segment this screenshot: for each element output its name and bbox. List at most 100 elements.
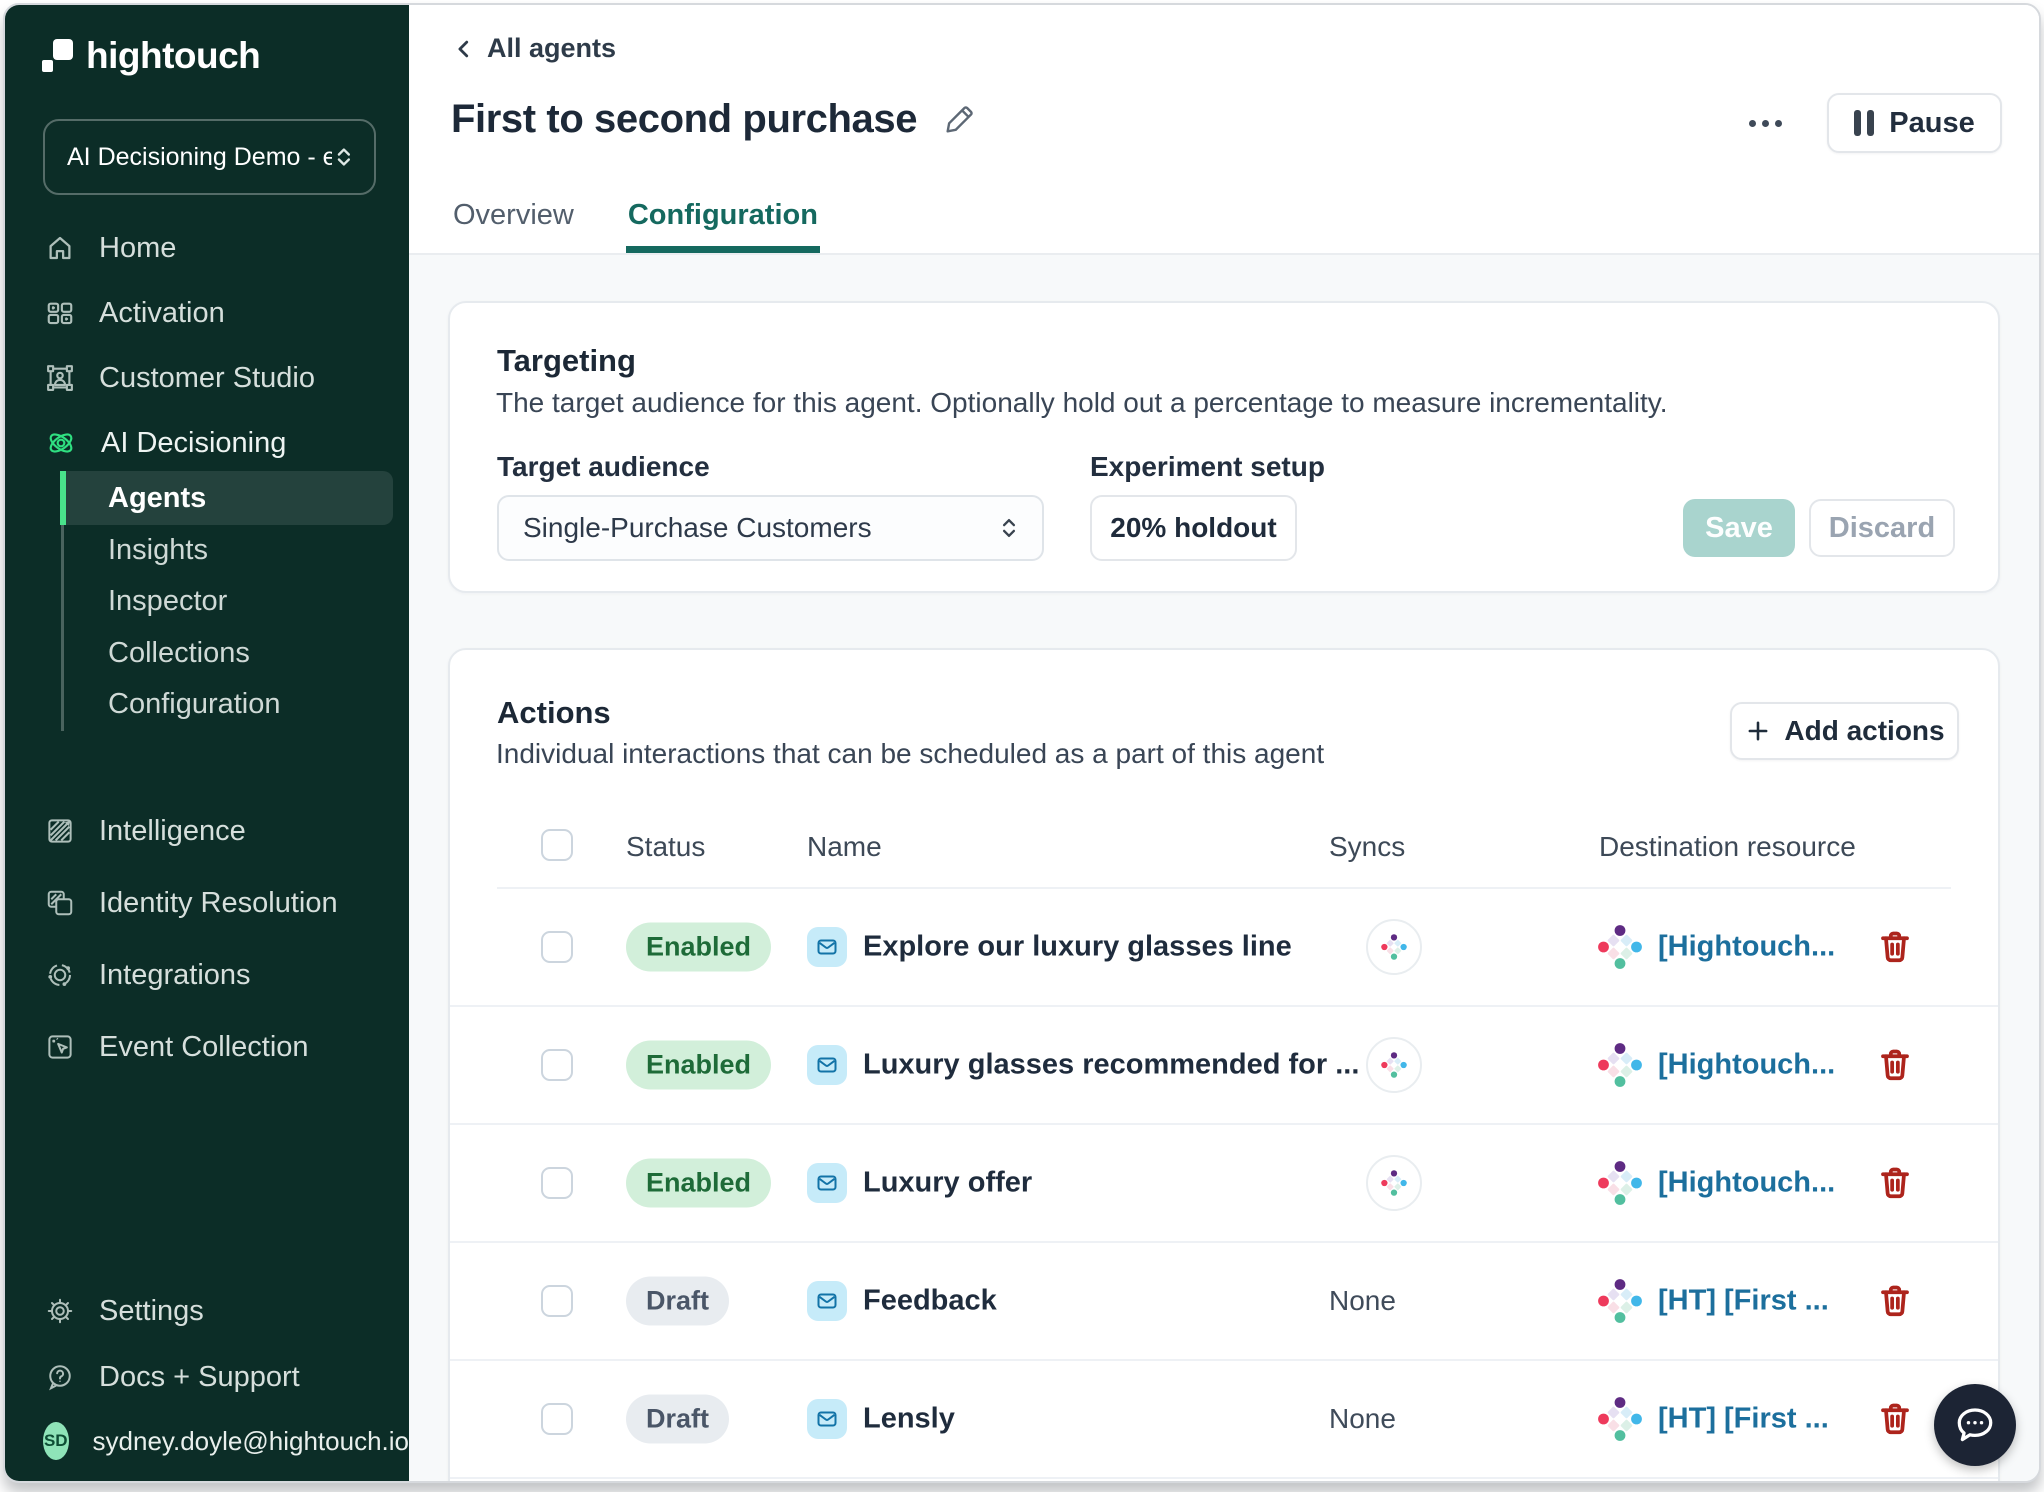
pause-button[interactable]: Pause <box>1827 93 2002 153</box>
email-action-icon <box>807 1399 847 1439</box>
hightouch-logo[interactable]: hightouch <box>42 35 261 77</box>
trash-icon <box>1881 931 1909 963</box>
ai-decisioning-icon <box>49 433 73 453</box>
destination-link[interactable]: [Hightouch... <box>1658 1166 1836 1199</box>
status-badge: Draft <box>626 1394 730 1444</box>
delete-action-button[interactable] <box>1877 1283 1913 1319</box>
discard-button[interactable]: Discard <box>1809 499 1955 557</box>
customer-studio-icon <box>47 365 73 391</box>
target-audience-label: Target audience <box>497 451 710 482</box>
holdout-button[interactable]: 20% holdout <box>1090 495 1297 561</box>
destination-icon <box>1596 1041 1644 1089</box>
status-badge: Enabled <box>626 922 772 972</box>
user-menu[interactable]: SD sydney.doyle@hightouch.io <box>5 1409 409 1473</box>
row-checkbox[interactable] <box>541 1285 573 1317</box>
sidebar-item-home[interactable]: Home <box>5 216 409 280</box>
syncs-none-label: None <box>1329 1403 1396 1434</box>
delete-action-button[interactable] <box>1877 1401 1913 1437</box>
trash-icon <box>1881 1049 1909 1081</box>
breadcrumb[interactable]: All agents <box>453 33 616 64</box>
sidebar-item-customer-studio[interactable]: Customer Studio <box>5 346 409 410</box>
status-badge: Enabled <box>626 1158 772 1208</box>
pencil-icon <box>946 105 973 133</box>
sidebar-item-event-collection[interactable]: Event Collection <box>5 1015 409 1079</box>
page-header <box>409 5 2039 253</box>
status-badge: Draft <box>626 1276 730 1326</box>
activation-icon <box>47 302 73 325</box>
column-header-destination: Destination resource <box>1599 831 1856 862</box>
sidebar-item-agents[interactable]: Agents <box>60 471 393 525</box>
action-name: Luxury glasses recommended for ... <box>863 1048 1360 1081</box>
subnav-connector-line <box>61 525 64 731</box>
destination-icon <box>1596 1277 1644 1325</box>
main-content: All agents First to second purchase Paus… <box>409 5 2039 1481</box>
tab-configuration[interactable]: Configuration <box>625 191 820 253</box>
destination-link[interactable]: [HT] [First ... <box>1658 1402 1829 1435</box>
add-actions-button[interactable]: Add actions <box>1730 702 1959 760</box>
email-action-icon <box>807 1163 847 1203</box>
delete-action-button[interactable] <box>1877 1165 1913 1201</box>
row-checkbox[interactable] <box>541 1049 573 1081</box>
row-checkbox[interactable] <box>541 931 573 963</box>
sidebar-item-docs-support[interactable]: Docs + Support <box>5 1345 409 1409</box>
trash-icon <box>1881 1285 1909 1317</box>
sidebar-item-insights[interactable]: Insights <box>108 533 208 566</box>
destination-link[interactable]: [Hightouch... <box>1658 1048 1836 1081</box>
home-icon <box>49 236 71 260</box>
email-action-icon <box>807 927 847 967</box>
row-checkbox[interactable] <box>541 1403 573 1435</box>
user-avatar: SD <box>43 1422 69 1460</box>
title-row: First to second purchase <box>451 97 975 142</box>
sidebar-item-collections[interactable]: Collections <box>108 636 250 669</box>
sidebar-item-inspector[interactable]: Inspector <box>108 584 228 617</box>
destination-link[interactable]: [HT] [First ... <box>1658 1284 1829 1317</box>
tab-overview[interactable]: Overview <box>453 199 574 231</box>
column-header-status: Status <box>626 831 706 862</box>
syncs-none-label: None <box>1329 1285 1396 1316</box>
delete-action-button[interactable] <box>1877 1047 1913 1083</box>
target-audience-select[interactable]: Single-Purchase Customers <box>497 495 1044 561</box>
sidebar-item-activation[interactable]: Activation <box>5 281 409 345</box>
row-checkbox[interactable] <box>541 1167 573 1199</box>
table-row: Enabled Luxury glasses recommended for .… <box>450 1007 1998 1125</box>
sidebar-item-configuration[interactable]: Configuration <box>108 687 281 720</box>
edit-title-button[interactable] <box>943 104 975 136</box>
intelligence-icon <box>48 819 72 843</box>
actions-description: Individual interactions that can be sche… <box>496 738 1325 769</box>
destination-link[interactable]: [Hightouch... <box>1658 930 1836 963</box>
sidebar-item-settings[interactable]: Settings <box>5 1279 409 1343</box>
select-chevron-icon <box>1002 519 1016 537</box>
more-options-button[interactable] <box>1739 99 1791 147</box>
sidebar-item-identity-resolution[interactable]: Identity Resolution <box>5 871 409 935</box>
sidebar-item-intelligence[interactable]: Intelligence <box>5 799 409 863</box>
table-row: Enabled Explore our luxury glasses line … <box>450 889 1998 1007</box>
email-action-icon <box>807 1045 847 1085</box>
destination-icon <box>1596 1395 1644 1443</box>
sidebar-item-ai-decisioning[interactable]: AI Decisioning <box>5 411 409 475</box>
table-row: Draft Lensly None [HT] [First ... <box>450 1361 1998 1479</box>
action-name: Luxury offer <box>863 1166 1033 1199</box>
status-badge: Enabled <box>626 1040 772 1090</box>
actions-table-body: Enabled Explore our luxury glasses line … <box>450 889 1998 1479</box>
table-header-divider <box>497 887 1951 889</box>
targeting-card: Targeting The target audience for this a… <box>448 301 2000 593</box>
active-item-indicator <box>60 471 66 525</box>
save-button[interactable]: Save <box>1683 499 1795 557</box>
actions-title: Actions <box>497 695 611 730</box>
sync-icon[interactable] <box>1366 1037 1422 1093</box>
pause-icon <box>1854 110 1875 136</box>
experiment-setup-label: Experiment setup <box>1090 451 1325 482</box>
action-name: Feedback <box>863 1284 997 1317</box>
delete-action-button[interactable] <box>1877 929 1913 965</box>
sync-icon[interactable] <box>1366 919 1422 975</box>
select-all-checkbox[interactable] <box>541 829 573 861</box>
destination-icon <box>1596 923 1644 971</box>
chat-support-button[interactable] <box>1934 1384 2016 1466</box>
sync-icon[interactable] <box>1366 1155 1422 1211</box>
sidebar-item-integrations[interactable]: Integrations <box>5 943 409 1007</box>
column-header-name: Name <box>807 831 882 862</box>
workspace-selector[interactable]: AI Decisioning Demo - e... <box>43 119 376 195</box>
actions-card: Actions Individual interactions that can… <box>448 648 2000 1481</box>
app-window: hightouch AI Decisioning Demo - e... Hom… <box>3 3 2041 1483</box>
help-icon <box>49 1365 71 1391</box>
